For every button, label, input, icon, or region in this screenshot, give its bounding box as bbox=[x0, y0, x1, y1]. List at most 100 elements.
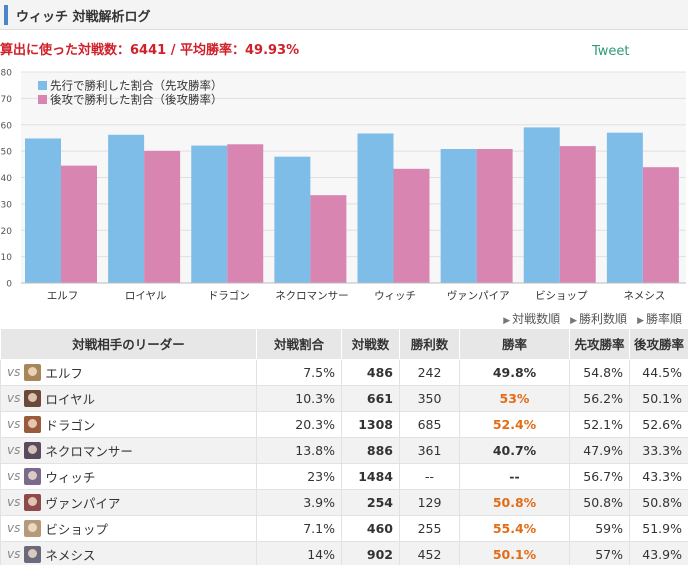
leader-portrait-icon bbox=[24, 468, 42, 485]
page-title: ウィッチ 対戦解析ログ bbox=[16, 10, 151, 25]
page-header: ウィッチ 対戦解析ログ bbox=[0, 0, 688, 30]
y-tick-label: 30 bbox=[1, 200, 13, 210]
table-row[interactable]: vs ロイヤル 10.3% 661 350 53% 56.2% 50.1% bbox=[0, 385, 688, 412]
header-accent-bar bbox=[4, 5, 8, 25]
first-winrate-cell: 59% bbox=[569, 515, 630, 542]
second-winrate-cell: 33.3% bbox=[629, 437, 688, 464]
leader-portrait-icon bbox=[24, 390, 42, 407]
y-tick-label: 50 bbox=[1, 148, 13, 158]
winrate-cell: 49.8% bbox=[459, 359, 570, 386]
games-cell: 886 bbox=[341, 437, 400, 464]
wins-cell: 452 bbox=[399, 541, 460, 565]
tweet-button[interactable]: Tweet bbox=[592, 44, 630, 59]
column-header: 対戦相手のリーダー bbox=[0, 328, 257, 360]
leader-cell: vs エルフ bbox=[0, 359, 257, 386]
column-header: 対戦割合 bbox=[256, 328, 342, 360]
bar-second bbox=[144, 150, 181, 283]
y-tick-label: 40 bbox=[1, 174, 13, 184]
table-row[interactable]: vs ネクロマンサー 13.8% 886 361 40.7% 47.9% 33.3% bbox=[0, 437, 688, 464]
bar-first bbox=[25, 138, 61, 283]
ratio-cell: 3.9% bbox=[256, 489, 342, 516]
ratio-cell: 7.5% bbox=[256, 359, 342, 386]
ratio-cell: 20.3% bbox=[256, 411, 342, 438]
leader-name: ロイヤル bbox=[45, 392, 95, 407]
winrate-cell: 50.8% bbox=[459, 489, 570, 516]
second-winrate-cell: 43.3% bbox=[629, 463, 688, 490]
leader-name: ビショップ bbox=[45, 522, 108, 537]
table-row[interactable]: vs エルフ 7.5% 486 242 49.8% 54.8% 44.5% bbox=[0, 359, 688, 386]
sort-link-label: 勝利数順 bbox=[579, 312, 628, 326]
vs-label: vs bbox=[7, 417, 21, 431]
bar-first bbox=[606, 132, 643, 283]
winrate-cell: 55.4% bbox=[459, 515, 570, 542]
x-tick-label: エルフ bbox=[47, 290, 79, 302]
sort-links: ▶ 対戦数順 ▶ 勝利数順 ▶ 勝率順 bbox=[493, 310, 682, 327]
leader-portrait-icon bbox=[24, 416, 42, 433]
winrate-cell: 52.4% bbox=[459, 411, 570, 438]
bar-second bbox=[642, 167, 679, 283]
x-tick-label: ヴァンパイア bbox=[447, 289, 510, 302]
y-tick-label: 70 bbox=[1, 95, 13, 105]
wins-cell: 350 bbox=[399, 385, 460, 412]
y-tick-label: 20 bbox=[1, 227, 13, 237]
leader-cell: vs ウィッチ bbox=[0, 463, 257, 490]
y-tick-label: 10 bbox=[1, 253, 13, 263]
games-cell: 902 bbox=[341, 541, 400, 565]
x-tick-label: ビショップ bbox=[535, 290, 588, 302]
vs-label: vs bbox=[7, 521, 21, 535]
winrate-bar-chart: 0 10 20 30 40 50 60 70 80 エルフ ロイヤル ドラゴン ネクロマンサー ウィッチ ヴ… bbox=[1, 69, 686, 302]
sort-link-label: 勝率順 bbox=[645, 312, 682, 326]
bar-first bbox=[274, 156, 311, 283]
games-cell: 486 bbox=[341, 359, 400, 386]
column-header: 対戦数 bbox=[341, 328, 400, 360]
bar-first bbox=[191, 145, 228, 283]
wins-cell: 129 bbox=[399, 489, 460, 516]
second-winrate-cell: 52.6% bbox=[629, 411, 688, 438]
winrate-cell: 50.1% bbox=[459, 541, 570, 565]
table-header-row: 対戦相手のリーダー 対戦割合 対戦数 勝利数 勝率 先攻勝率 後攻勝率 bbox=[0, 328, 688, 360]
table-row[interactable]: vs ヴァンパイア 3.9% 254 129 50.8% 50.8% 50.8% bbox=[0, 489, 688, 516]
bar-first bbox=[357, 133, 394, 283]
first-winrate-cell: 57% bbox=[569, 541, 630, 565]
matchup-table: 対戦相手のリーダー 対戦割合 対戦数 勝利数 勝率 先攻勝率 後攻勝率 vs エルフ 7.5% 4… bbox=[0, 328, 688, 565]
triangle-right-icon: ▶ bbox=[503, 316, 511, 326]
sort-link[interactable]: ▶ 勝利数順 bbox=[570, 312, 627, 326]
bar-first bbox=[440, 149, 477, 283]
second-winrate-cell: 44.5% bbox=[629, 359, 688, 386]
table-row[interactable]: vs ウィッチ 23% 1484 -- -- 56.7% 43.3% bbox=[0, 463, 688, 490]
bar-second bbox=[393, 168, 430, 283]
column-header: 勝利数 bbox=[399, 328, 460, 360]
vs-label: vs bbox=[7, 391, 21, 405]
leader-name: ウィッチ bbox=[45, 470, 96, 485]
wins-cell: 685 bbox=[399, 411, 460, 438]
bar-second bbox=[61, 165, 97, 283]
table-row[interactable]: vs ドラゴン 20.3% 1308 685 52.4% 52.1% 52.6% bbox=[0, 411, 688, 438]
vs-label: vs bbox=[7, 443, 21, 457]
leader-name: ネメシス bbox=[45, 548, 96, 563]
leader-name: ヴァンパイア bbox=[45, 496, 121, 511]
wins-cell: -- bbox=[399, 463, 460, 490]
games-cell: 1484 bbox=[341, 463, 400, 490]
ratio-cell: 10.3% bbox=[256, 385, 342, 412]
first-winrate-cell: 47.9% bbox=[569, 437, 630, 464]
column-header: 後攻勝率 bbox=[629, 328, 688, 360]
ratio-cell: 13.8% bbox=[256, 437, 342, 464]
leader-name: ネクロマンサー bbox=[45, 444, 133, 459]
table-row[interactable]: vs ネメシス 14% 902 452 50.1% 57% 43.9% bbox=[0, 541, 688, 565]
games-cell: 254 bbox=[341, 489, 400, 516]
bar-second bbox=[559, 146, 596, 283]
table-row[interactable]: vs ビショップ 7.1% 460 255 55.4% 59% 51.9% bbox=[0, 515, 688, 542]
legend-label: 先行で勝利した割合（先攻勝率） bbox=[50, 79, 223, 93]
wins-cell: 242 bbox=[399, 359, 460, 386]
triangle-right-icon: ▶ bbox=[637, 316, 644, 326]
first-winrate-cell: 52.1% bbox=[569, 411, 630, 438]
sort-link[interactable]: ▶ 勝率順 bbox=[637, 312, 682, 326]
column-header: 先攻勝率 bbox=[569, 328, 630, 360]
bar-first bbox=[108, 134, 145, 283]
leader-portrait-icon bbox=[24, 546, 42, 563]
ratio-cell: 23% bbox=[256, 463, 342, 490]
winrate-cell: 40.7% bbox=[459, 437, 570, 464]
sort-link[interactable]: ▶ 対戦数順 bbox=[503, 312, 560, 326]
vs-label: vs bbox=[7, 547, 21, 561]
winrate-cell: 53% bbox=[459, 385, 570, 412]
